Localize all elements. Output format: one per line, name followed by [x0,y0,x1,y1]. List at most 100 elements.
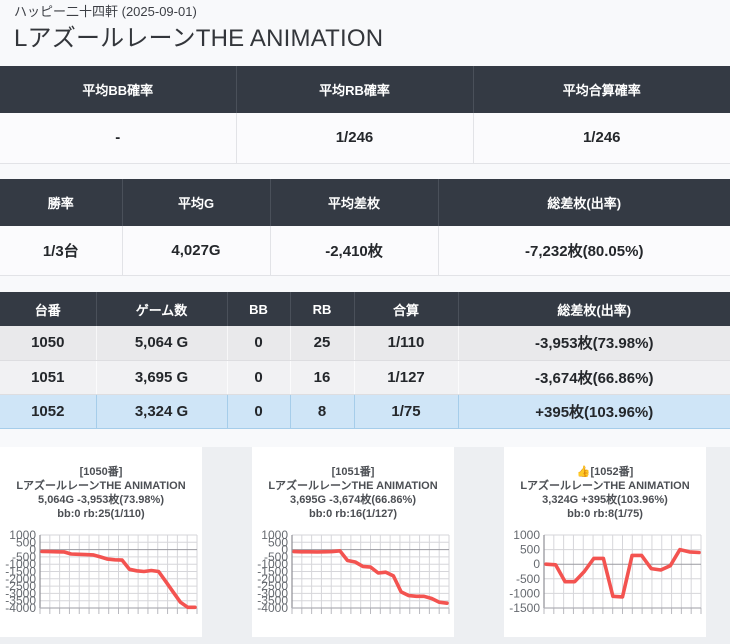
total-diff: -3,674枚(66.86%) [457,360,730,395]
rb-count: 16 [289,360,355,395]
chart-bonus-line: bb:0 rb:25(1/110) [57,508,145,520]
total-diff: -3,953枚(73.98%) [457,326,730,361]
svg-text:-2000: -2000 [257,572,288,586]
winrate-value: 1/3台 [0,225,123,276]
col-header-winrate: 勝率 [0,178,123,226]
chart-bonus-line: bb:0 rb:16(1/127) [308,508,398,520]
games: 3,695 G [95,360,228,395]
svg-text:-3000: -3000 [257,586,288,600]
chart-card-1051: [1051番] LアズールレーンTHE ANIMATION 3,695G -3,… [252,447,454,637]
avg-bb-value: - [0,113,237,164]
col-header-total-diff: 総差枚(出率) [458,292,730,326]
svg-text:-1000: -1000 [509,586,540,600]
col-header-avg-bb: 平均BB確率 [0,66,237,113]
svg-text:-500: -500 [12,550,36,564]
svg-text:-500: -500 [264,550,288,564]
combined-prob: 1/75 [353,394,459,429]
avg-games-value: 4,027G [121,225,271,276]
avg-diff-value: -2,410枚 [269,225,439,276]
svg-text:1000: 1000 [9,530,36,542]
chart-machine-no: 👍[1052番] [576,466,634,478]
svg-text:-3500: -3500 [257,594,288,608]
svg-text:-3000: -3000 [5,586,36,600]
svg-text:-3500: -3500 [5,594,36,608]
svg-text:-500: -500 [516,572,540,586]
chart-title: [1051番] LアズールレーンTHE ANIMATION 3,695G -3,… [252,465,454,521]
bb-count: 0 [226,360,291,395]
col-header-total-diff: 総差枚(出率) [438,178,730,226]
combined-prob: 1/110 [353,326,459,361]
games: 3,324 G [95,394,228,429]
svg-text:500: 500 [520,543,540,557]
chart-result-line: 5,064G -3,953枚(73.98%) [38,494,164,506]
svg-text:500: 500 [16,535,36,549]
page-header: ハッピー二十四軒 (2025-09-01) LアズールレーンTHE ANIMAT… [0,0,730,55]
avg-rb-value: 1/246 [235,113,474,164]
machine-row-1051[interactable]: 1051 3,695 G 0 16 1/127 -3,674枚(66.86%) [0,360,730,395]
col-header-bb: BB [227,292,291,326]
svg-text:500: 500 [268,535,288,549]
chart-card-1052: 👍[1052番] LアズールレーンTHE ANIMATION 3,324G +3… [504,447,706,637]
page-title: LアズールレーンTHE ANIMATION [14,25,384,52]
rb-count: 8 [289,394,355,429]
bb-count: 0 [226,326,291,361]
slump-graph-1050: 10005000-500-1000-1500-2000-2500-3000-35… [5,530,198,615]
chart-title: 👍[1052番] LアズールレーンTHE ANIMATION 3,324G +3… [504,465,706,521]
col-header-avg-total: 平均合算確率 [473,66,730,113]
games: 5,064 G [95,326,228,361]
svg-text:-1500: -1500 [5,565,36,579]
svg-text:-1000: -1000 [257,557,288,571]
svg-text:-1500: -1500 [509,601,540,615]
chart-result-line: 3,324G +395枚(103.96%) [542,494,668,506]
machine-row-1050[interactable]: 1050 5,064 G 0 25 1/110 -3,953枚(73.98%) [0,326,730,361]
svg-text:1000: 1000 [261,530,288,542]
total-diff: +395枚(103.96%) [457,394,730,429]
col-header-games: ゲーム数 [96,292,228,326]
machine-row-1052-highlighted[interactable]: 1052 3,324 G 0 8 1/75 +395枚(103.96%) [0,394,730,429]
chart-model-name: LアズールレーンTHE ANIMATION [268,480,438,492]
rb-count: 25 [289,326,355,361]
svg-text:-2500: -2500 [257,579,288,593]
table-row: - 1/246 1/246 [0,113,730,164]
slump-charts-section: [1050番] LアズールレーンTHE ANIMATION 5,064G -3,… [0,447,730,644]
svg-text:-2500: -2500 [5,579,36,593]
svg-text:1000: 1000 [513,530,540,542]
combined-prob: 1/127 [353,360,459,395]
chart-machine-no: [1051番] [331,466,375,478]
svg-text:0: 0 [533,557,540,571]
results-summary-table: 勝率 平均G 平均差枚 総差枚(出率) 1/3台 4,027G -2,410枚 … [0,178,730,276]
svg-text:-1500: -1500 [257,565,288,579]
chart-model-name: LアズールレーンTHE ANIMATION [16,480,186,492]
col-header-combined: 合算 [354,292,459,326]
machine-no: 1052 [0,394,97,429]
machines-table: 台番 ゲーム数 BB RB 合算 総差枚(出率) 1050 5,064 G 0 … [0,292,730,429]
table-row: 1/3台 4,027G -2,410枚 -7,232枚(80.05%) [0,225,730,276]
svg-text:0: 0 [29,543,36,557]
chart-title: [1050番] LアズールレーンTHE ANIMATION 5,064G -3,… [0,465,202,521]
svg-text:-4000: -4000 [5,601,36,615]
hall-and-date: ハッピー二十四軒 (2025-09-01) [14,4,197,19]
chart-bonus-line: bb:0 rb:8(1/75) [567,508,643,520]
svg-text:-2000: -2000 [5,572,36,586]
bb-count: 0 [226,394,291,429]
col-header-avg-games: 平均G [122,178,271,226]
avg-total-value: 1/246 [472,113,730,164]
col-header-rb: RB [290,292,355,326]
svg-text:0: 0 [281,543,288,557]
slump-graph-1051: 10005000-500-1000-1500-2000-2500-3000-35… [257,530,450,615]
probability-summary-table: 平均BB確率 平均RB確率 平均合算確率 - 1/246 1/246 [0,66,730,164]
total-diff-value: -7,232枚(80.05%) [437,225,730,276]
svg-text:-1000: -1000 [5,557,36,571]
machine-no: 1051 [0,360,97,395]
chart-machine-no: [1050番] [79,466,123,478]
chart-card-1050: [1050番] LアズールレーンTHE ANIMATION 5,064G -3,… [0,447,202,637]
machine-no: 1050 [0,326,97,361]
chart-result-line: 3,695G -3,674枚(66.86%) [290,494,416,506]
col-header-avg-rb: 平均RB確率 [236,66,474,113]
svg-text:-4000: -4000 [257,601,288,615]
col-header-machine-no: 台番 [0,292,97,326]
chart-model-name: LアズールレーンTHE ANIMATION [520,480,690,492]
col-header-avg-diff: 平均差枚 [270,178,439,226]
